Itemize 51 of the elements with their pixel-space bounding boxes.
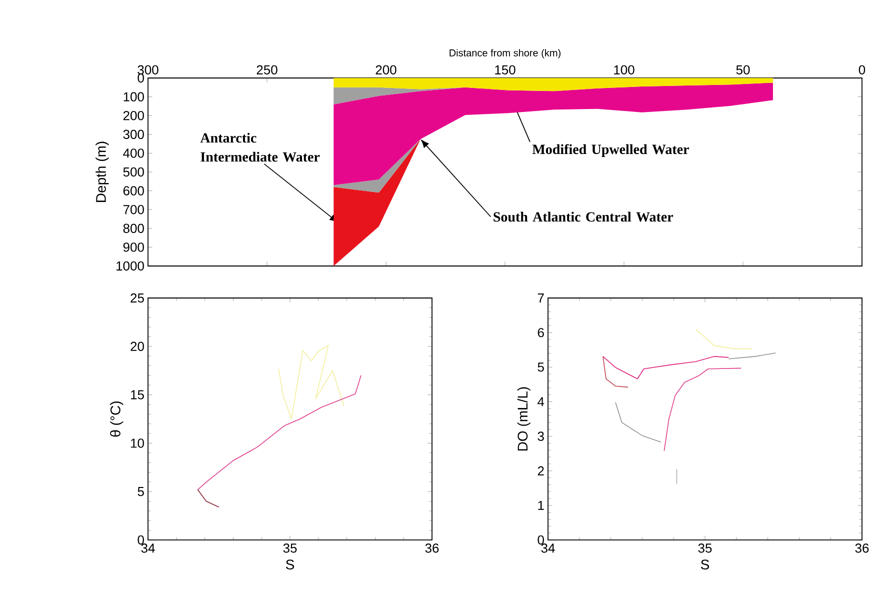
x-tick-label: 34 xyxy=(141,544,155,553)
line-series xyxy=(664,368,742,452)
x-tick-label: 250 xyxy=(256,65,278,74)
y-tick-label: 4 xyxy=(538,397,544,406)
x-axis-title: Distance from shore (km) xyxy=(450,49,560,58)
x-tick-label: 36 xyxy=(855,544,869,553)
y-tick-label: 700 xyxy=(123,204,144,214)
y-tick-label: 900 xyxy=(123,242,144,252)
y-tick-label: 0 xyxy=(138,535,144,545)
y-tick-label: 3 xyxy=(538,432,544,441)
y-tick-label: 6 xyxy=(538,328,544,338)
annotation: Antarctic Intermediate Water xyxy=(200,132,320,162)
y-tick-label: 800 xyxy=(123,224,144,233)
line-series xyxy=(615,402,662,443)
x-tick-label: 35 xyxy=(283,544,297,553)
y-tick-label: 100 xyxy=(124,92,144,102)
x-axis-title: S xyxy=(700,560,710,570)
y-tick-label: 0 xyxy=(538,535,544,545)
y-tick-label: 7 xyxy=(538,294,544,302)
y-tick-label: 500 xyxy=(123,167,144,177)
line-series xyxy=(278,345,344,420)
line-series xyxy=(602,356,628,388)
y-axis-title: DO (mL/L) xyxy=(517,387,530,451)
x-axis-title: S xyxy=(286,560,294,570)
y-tick-label: 20 xyxy=(130,342,144,351)
line-series xyxy=(602,356,729,380)
x-tick-label: 100 xyxy=(614,65,634,74)
x-tick-label: 200 xyxy=(376,65,396,74)
y-tick-label: 300 xyxy=(123,130,144,139)
y-tick-label: 25 xyxy=(130,293,144,303)
y-tick-label: 600 xyxy=(123,186,144,196)
annotation: Modified Upwelled Water xyxy=(532,144,689,157)
y-tick-label: 1 xyxy=(538,500,544,510)
y-tick-label: 5 xyxy=(138,487,144,496)
line-series xyxy=(197,375,362,490)
y-tick-label: 200 xyxy=(123,110,144,120)
x-tick-label: 0 xyxy=(858,65,866,74)
annotation: South Atlantic Central Water xyxy=(494,212,674,222)
y-tick-label: 400 xyxy=(123,148,144,158)
y-axis-title: Depth (m) xyxy=(96,142,109,202)
y-tick-label: 15 xyxy=(131,390,144,400)
x-tick-label: 150 xyxy=(495,65,516,74)
y-tick-label: 10 xyxy=(131,438,144,448)
y-tick-label: 5 xyxy=(538,362,544,372)
x-tick-label: 35 xyxy=(698,544,712,553)
x-tick-label: 34 xyxy=(541,544,555,553)
y-tick-label: 1000 xyxy=(116,261,144,271)
y-axis-title: θ (°C) xyxy=(110,402,124,437)
x-tick-label: 50 xyxy=(736,65,750,74)
x-tick-label: 36 xyxy=(425,544,439,553)
y-tick-label: 2 xyxy=(538,466,544,476)
